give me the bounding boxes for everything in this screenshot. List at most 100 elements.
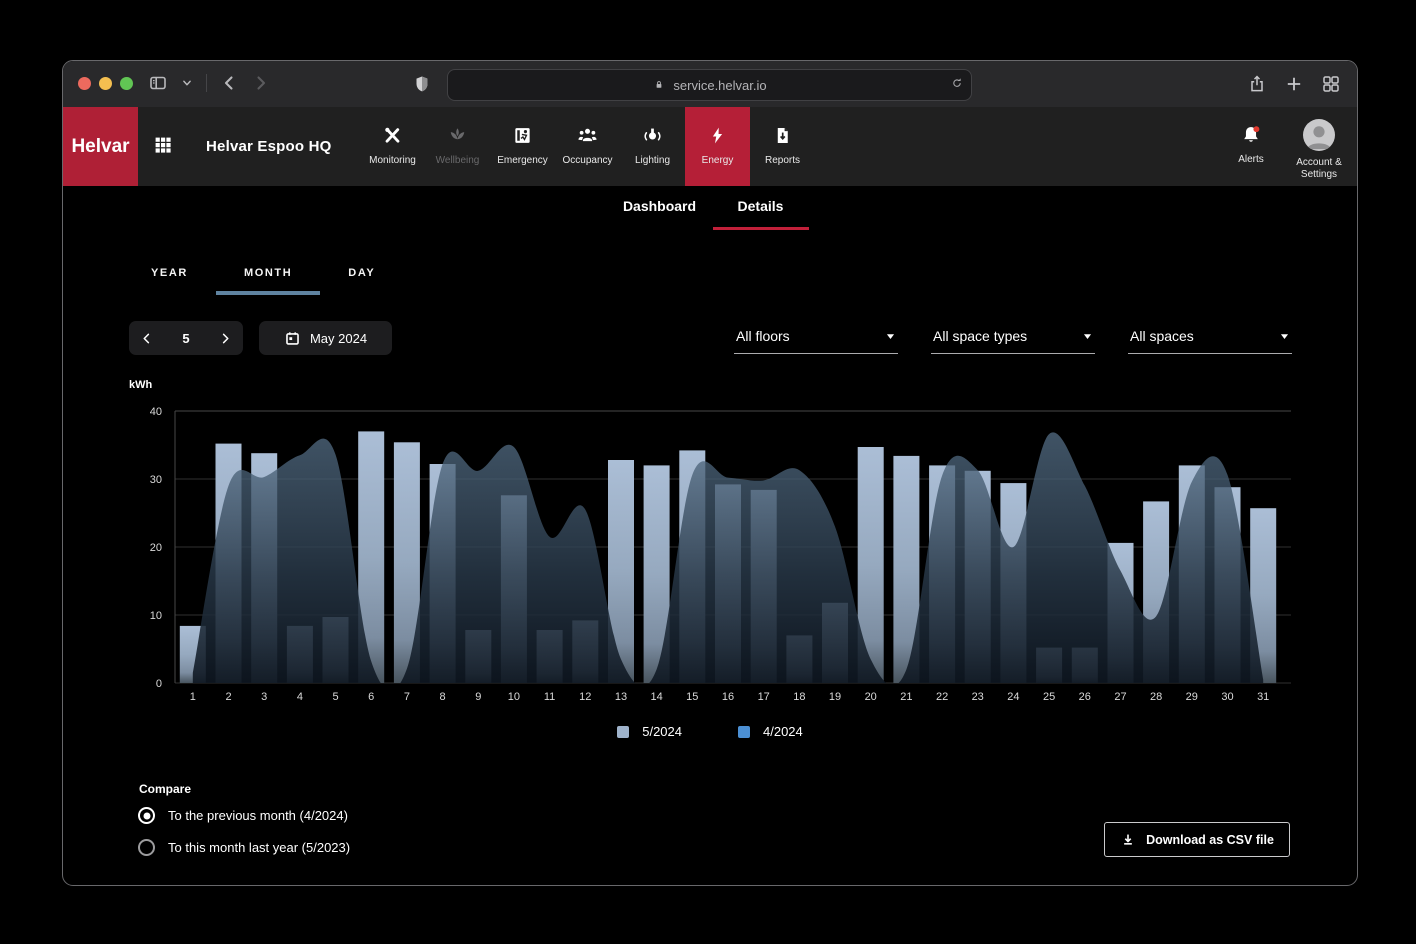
svg-text:26: 26 <box>1079 691 1091 703</box>
nav-item-label: Monitoring <box>369 155 416 166</box>
period-tab-label: DAY <box>348 267 376 279</box>
nav-item-label: Wellbeing <box>435 155 480 166</box>
compare-option-2[interactable]: To this month last year (5/2023) <box>138 839 350 856</box>
browser-window: service.helvar.io Helvar Helvar Espoo HQ… <box>62 60 1358 886</box>
legend-label: 4/2024 <box>763 724 803 739</box>
svg-text:40: 40 <box>150 406 162 418</box>
monitoring-icon <box>382 125 403 146</box>
nav-item-energy[interactable]: Energy <box>685 107 750 186</box>
nav-item-lighting[interactable]: Lighting <box>620 107 685 186</box>
svg-text:31: 31 <box>1257 691 1269 703</box>
tab-label: Details <box>737 198 784 214</box>
period-tab-day[interactable]: DAY <box>348 267 375 279</box>
radio-unselected-icon[interactable] <box>138 839 155 856</box>
download-csv-button[interactable]: Download as CSV file <box>1104 822 1290 857</box>
energy-chart: 0 10 20 30 40 1 2 3 4 5 6 7 8 9 10 11 12 13 14 15 16 17 18 19 20… <box>121 397 1301 717</box>
app-header: Helvar Helvar Espoo HQ Monitoring Wellbei… <box>63 107 1357 186</box>
svg-text:8: 8 <box>440 691 446 703</box>
site-name: Helvar Espoo HQ <box>206 138 332 155</box>
caret-down-icon <box>1082 331 1093 342</box>
minimize-window-button[interactable] <box>99 77 112 90</box>
refresh-icon[interactable] <box>950 76 964 90</box>
legend-label: 5/2024 <box>642 724 682 739</box>
svg-text:10: 10 <box>508 691 520 703</box>
period-tab-year[interactable]: YEAR <box>151 267 188 279</box>
lock-icon <box>652 78 666 92</box>
alerts-label: Alerts <box>1238 154 1264 165</box>
filter-label: All floors <box>736 328 790 344</box>
nav-item-label: Reports <box>764 155 800 166</box>
svg-text:25: 25 <box>1043 691 1055 703</box>
legend-swatch <box>738 725 750 738</box>
reports-icon <box>772 125 793 146</box>
previous-month-button[interactable] <box>139 331 154 346</box>
filters-row: All floors All space types All spaces <box>734 324 1292 354</box>
back-button[interactable] <box>219 73 239 93</box>
svg-text:1: 1 <box>190 691 196 703</box>
svg-text:16: 16 <box>722 691 734 703</box>
browser-chrome: service.helvar.io <box>63 61 1357 107</box>
occupancy-icon <box>577 125 598 146</box>
privacy-shield-icon[interactable] <box>412 74 432 94</box>
compare-option-1[interactable]: To the previous month (4/2024) <box>138 807 350 824</box>
svg-text:3: 3 <box>261 691 267 703</box>
nav-item-monitoring[interactable]: Monitoring <box>360 107 425 186</box>
emergency-icon <box>512 125 533 146</box>
svg-text:30: 30 <box>150 474 162 486</box>
svg-text:11: 11 <box>544 691 555 703</box>
tab-dashboard[interactable]: Dashboard <box>612 195 708 230</box>
next-month-button[interactable] <box>218 331 233 346</box>
month-picker-label: May 2024 <box>309 330 368 346</box>
apps-grid-icon[interactable] <box>153 135 173 155</box>
forward-button[interactable] <box>251 73 271 93</box>
tab-overview-icon[interactable] <box>1321 74 1341 94</box>
alerts-button[interactable]: Alerts <box>1217 107 1285 186</box>
filter-label: All space types <box>933 328 1028 344</box>
svg-text:17: 17 <box>758 691 770 703</box>
share-icon[interactable] <box>1247 74 1267 94</box>
chevron-down-icon[interactable] <box>180 76 194 90</box>
nav-item-label: Lighting <box>634 155 671 166</box>
svg-text:22: 22 <box>936 691 948 703</box>
tab-label: Dashboard <box>622 198 697 214</box>
account-settings-button[interactable]: Account & Settings <box>1285 107 1353 186</box>
nav-item-emergency[interactable]: Emergency <box>490 107 555 186</box>
legend-item-5-2024[interactable]: 5/2024 <box>617 724 682 739</box>
svg-text:0: 0 <box>156 678 162 690</box>
nav-item-occupancy[interactable]: Occupancy <box>555 107 620 186</box>
svg-text:23: 23 <box>972 691 984 703</box>
month-picker-button[interactable]: May 2024 <box>259 321 392 355</box>
legend-item-4-2024[interactable]: 4/2024 <box>738 724 803 739</box>
account-label: Account & Settings <box>1296 157 1342 180</box>
url-bar[interactable]: service.helvar.io <box>447 69 972 101</box>
svg-text:10: 10 <box>150 610 162 622</box>
svg-text:5: 5 <box>332 691 338 703</box>
new-tab-icon[interactable] <box>1284 74 1304 94</box>
radio-selected-icon[interactable] <box>138 807 155 824</box>
nav-item-wellbeing: Wellbeing <box>425 107 490 186</box>
svg-text:14: 14 <box>650 691 662 703</box>
zoom-window-button[interactable] <box>120 77 133 90</box>
tab-details[interactable]: Details <box>712 195 809 230</box>
svg-text:15: 15 <box>686 691 698 703</box>
chart-legend: 5/2024 4/2024 <box>63 724 1357 739</box>
all-floors-dropdown[interactable]: All floors <box>734 324 898 354</box>
svg-text:19: 19 <box>829 691 841 703</box>
period-tab-month[interactable]: MONTH <box>244 267 292 279</box>
period-tabs: YEAR MONTH DAY <box>151 267 375 279</box>
compare-option-label: To the previous month (4/2024) <box>168 808 348 823</box>
nav-item-reports[interactable]: Reports <box>750 107 815 186</box>
sidebar-icon[interactable] <box>148 73 168 93</box>
svg-text:7: 7 <box>404 691 410 703</box>
compare-option-label: To this month last year (5/2023) <box>168 840 351 855</box>
close-window-button[interactable] <box>78 77 91 90</box>
nav-item-label: Occupancy <box>562 155 613 166</box>
energy-icon <box>707 125 728 146</box>
period-tab-label: YEAR <box>151 267 188 279</box>
calendar-icon <box>284 330 301 347</box>
all-spaces-dropdown[interactable]: All spaces <box>1128 324 1292 354</box>
navigation-controls <box>148 73 271 93</box>
period-tab-label: MONTH <box>243 267 293 279</box>
all-space-types-dropdown[interactable]: All space types <box>931 324 1095 354</box>
header-right: Alerts Account & Settings <box>1217 107 1353 186</box>
